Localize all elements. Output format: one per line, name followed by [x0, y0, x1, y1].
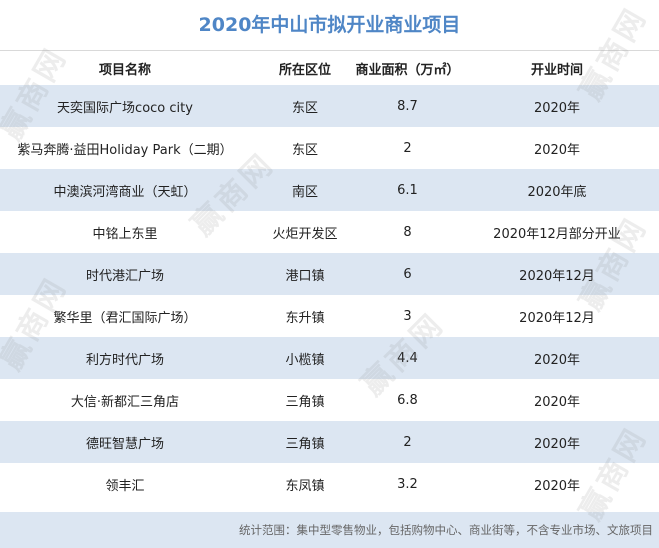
cell-project-name: 繁华里（君汇国际广场）	[53, 310, 197, 326]
column-header-opening: 开业时间	[530, 62, 583, 78]
table-row: 天奕国际广场coco city 东区 8.7 2020年	[0, 85, 659, 127]
cell-area: 8.7	[397, 98, 418, 114]
footer-text: 统计范围：集中型零售物业，包括购物中心、商业街等，不含专业市场、文旅项目	[239, 523, 653, 537]
cell-area: 2	[403, 434, 412, 450]
table-row: 中澳滨河湾商业（天虹） 南区 6.1 2020年底	[0, 169, 659, 211]
cell-area: 8	[403, 224, 412, 240]
cell-district: 东区	[291, 142, 318, 158]
table-header: 项目名称 所在区位 商业面积（万㎡） 开业时间	[0, 51, 659, 85]
cell-opening-time: 2020年	[533, 436, 581, 452]
table-row: 领丰汇 东凤镇 3.2 2020年	[0, 463, 659, 505]
table-row: 德旺智慧广场 三角镇 2 2020年	[0, 421, 659, 463]
cell-project-name: 大信·新都汇三角店	[70, 394, 180, 410]
cell-district: 东升镇	[285, 310, 325, 326]
cell-area: 6.8	[397, 392, 418, 408]
page-title: 2020年中山市拟开业商业项目	[198, 14, 461, 36]
column-header-district: 所在区位	[278, 62, 331, 78]
cell-area: 2	[403, 140, 412, 156]
cell-project-name: 紫马奔腾·益田Holiday Park（二期）	[17, 142, 233, 158]
cell-area: 3	[403, 308, 412, 324]
cell-project-name: 德旺智慧广场	[85, 436, 164, 452]
table-row: 时代港汇广场 港口镇 6 2020年12月	[0, 253, 659, 295]
cell-opening-time: 2020年12月	[519, 268, 595, 284]
cell-opening-time: 2020年	[533, 142, 581, 158]
cell-opening-time: 2020年	[533, 394, 581, 410]
table-row: 紫马奔腾·益田Holiday Park（二期） 东区 2 2020年	[0, 127, 659, 169]
cell-district: 东凤镇	[285, 478, 325, 494]
cell-district: 小榄镇	[285, 352, 325, 368]
cell-area: 6.1	[397, 182, 418, 198]
cell-area: 6	[403, 266, 412, 282]
cell-project-name: 中澳滨河湾商业（天虹）	[53, 184, 197, 200]
cell-district: 港口镇	[285, 268, 325, 284]
cell-opening-time: 2020年	[533, 352, 581, 368]
cell-area: 4.4	[397, 350, 418, 366]
cell-project-name: 利方时代广场	[85, 352, 164, 368]
cell-project-name: 天奕国际广场coco city	[57, 100, 193, 116]
cell-district: 火炬开发区	[272, 226, 338, 242]
cell-district: 东区	[291, 100, 318, 116]
table-row: 中铭上东里 火炬开发区 8 2020年12月部分开业	[0, 211, 659, 253]
cell-opening-time: 2020年	[533, 100, 581, 116]
cell-project-name: 中铭上东里	[92, 226, 158, 242]
cell-district: 三角镇	[285, 394, 325, 410]
table-row: 繁华里（君汇国际广场） 东升镇 3 2020年12月	[0, 295, 659, 337]
cell-project-name: 时代港汇广场	[85, 268, 164, 284]
footer-note: 统计范围：集中型零售物业，包括购物中心、商业街等，不含专业市场、文旅项目	[0, 512, 659, 548]
cell-district: 南区	[291, 184, 318, 200]
cell-project-name: 领丰汇	[105, 478, 145, 494]
cell-district: 三角镇	[285, 436, 325, 452]
title-divider	[0, 50, 659, 51]
cell-opening-time: 2020年底	[527, 184, 587, 200]
cell-opening-time: 2020年	[533, 478, 581, 494]
cell-opening-time: 2020年12月部分开业	[493, 226, 621, 242]
table-row: 大信·新都汇三角店 三角镇 6.8 2020年	[0, 379, 659, 421]
column-header-area: 商业面积（万㎡）	[355, 62, 460, 78]
cell-area: 3.2	[397, 476, 418, 492]
cell-opening-time: 2020年12月	[519, 310, 595, 326]
column-header-name: 项目名称	[98, 62, 151, 78]
table-row: 利方时代广场 小榄镇 4.4 2020年	[0, 337, 659, 379]
